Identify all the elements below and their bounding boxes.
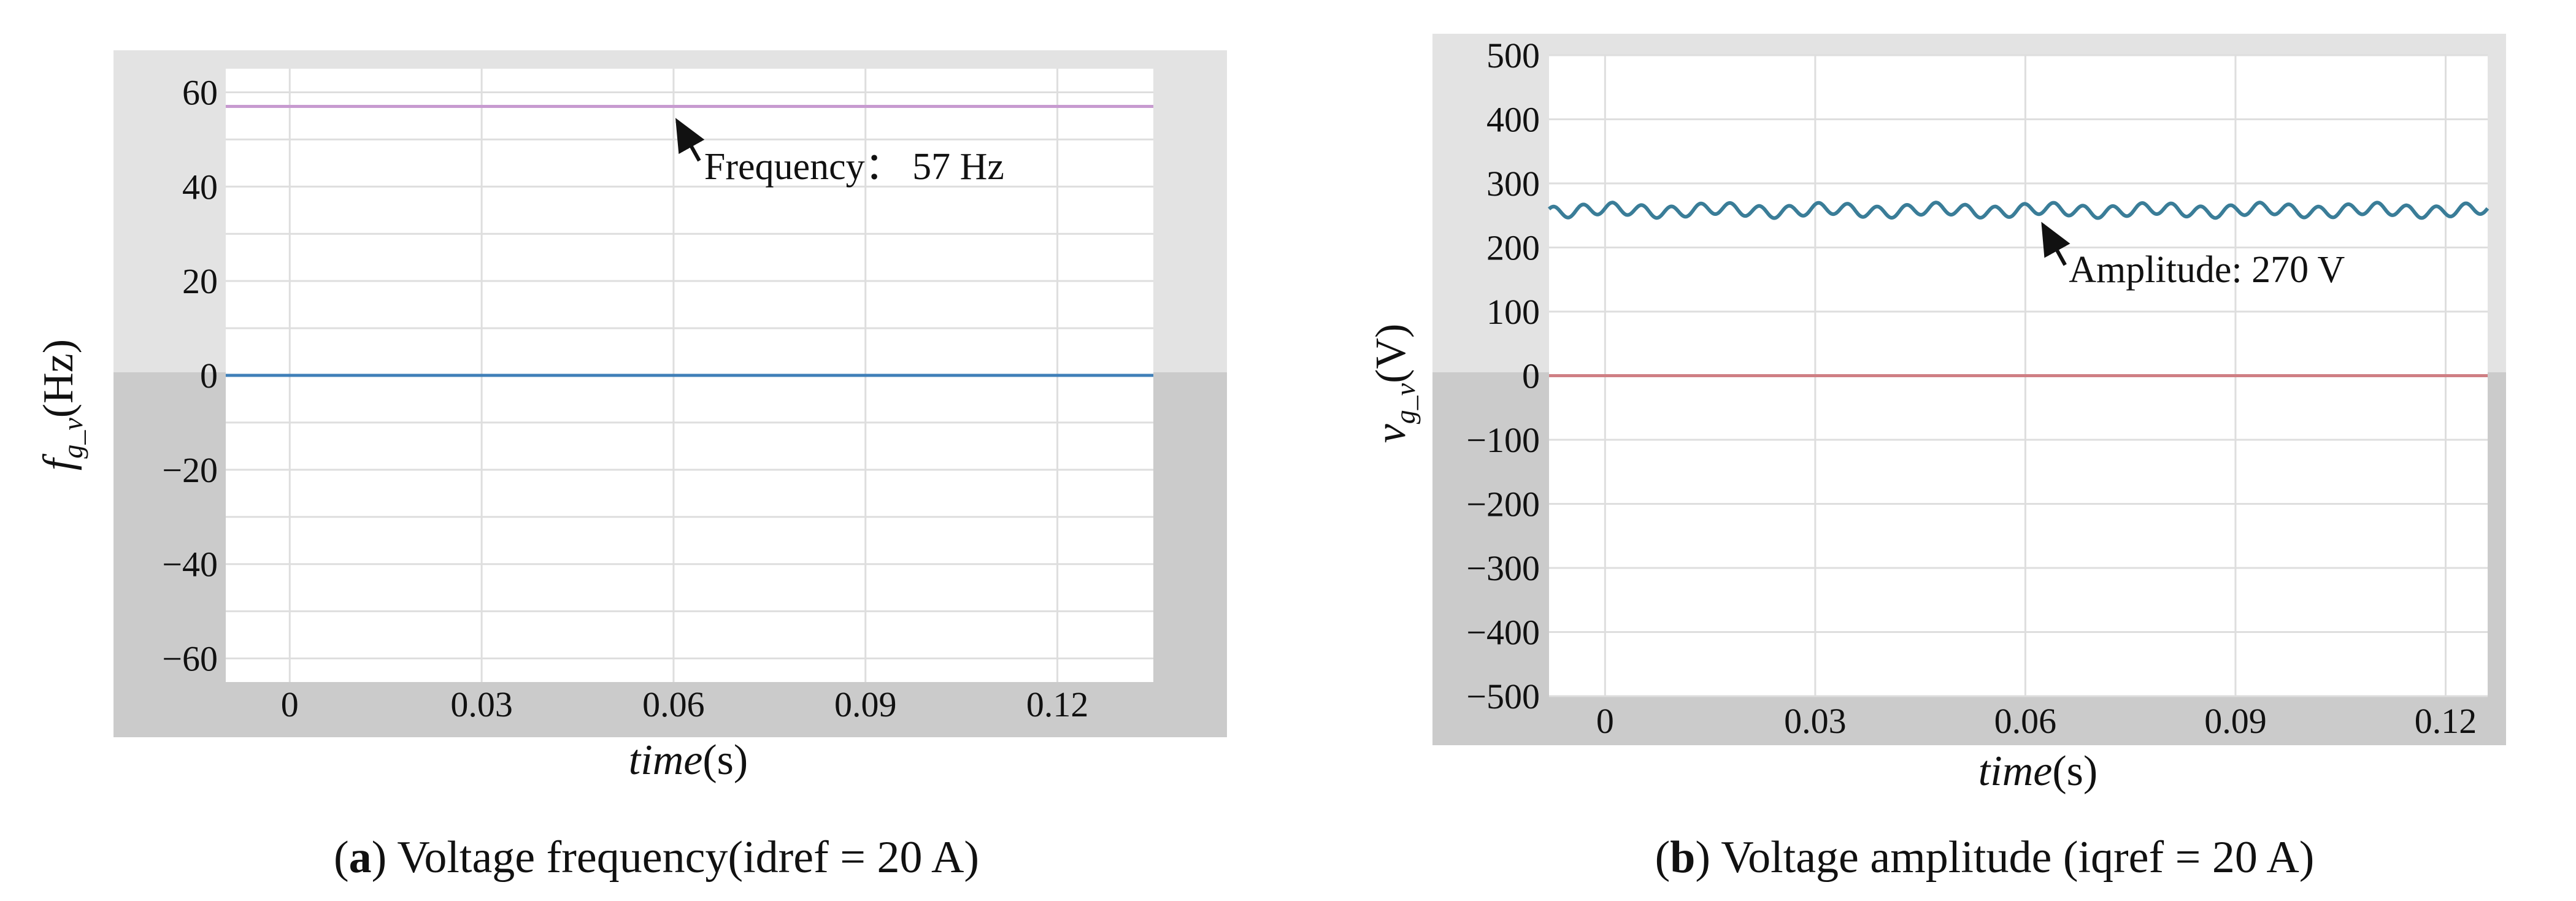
y-tick-label: 500	[1486, 36, 1540, 75]
x-tick-label: 0	[281, 684, 299, 724]
x-tick-label: 0.09	[2204, 701, 2267, 741]
x-tick-label: 0.12	[2415, 701, 2477, 741]
panel-a-y-ticks: 60 40 20 0 −20 −40 −60	[162, 72, 218, 678]
panel-a-annotation: Frequency： 57 Hz	[704, 146, 1004, 188]
series-line-amplitude	[1548, 201, 2489, 220]
y-tick-label: 0	[1522, 356, 1540, 396]
y-axis-subscript: g_v	[1390, 383, 1421, 424]
x-tick-label: 0.12	[1026, 684, 1089, 724]
y-tick-label: 100	[1486, 292, 1540, 332]
x-tick-label: 0.03	[450, 684, 513, 724]
chart-panel-a: 60 40 20 0 −20 −40 −60 0 0.03 0.06 0.09 …	[35, 50, 1227, 883]
x-tick-label: 0	[1596, 701, 1614, 741]
y-tick-label: 200	[1486, 228, 1540, 268]
panel-a-y-axis-title: fg_v(Hz)	[35, 339, 88, 470]
x-tick-label: 0.06	[642, 684, 705, 724]
y-tick-label: −200	[1466, 485, 1540, 524]
panel-b-annotation: Amplitude: 270 V	[2069, 249, 2345, 291]
y-tick-label: 60	[182, 72, 218, 112]
x-axis-unit: (s)	[702, 737, 748, 784]
panel-b-y-ticks: 500 400 300 200 100 0 −100 −200 −300 −40…	[1466, 36, 1540, 716]
panel-b-x-axis-title: time(s)	[1978, 748, 2097, 795]
y-tick-label: −300	[1466, 548, 1540, 588]
y-tick-label: −400	[1466, 613, 1540, 653]
y-tick-label: 20	[182, 261, 218, 301]
panel-a-annotation-arrow	[675, 118, 705, 162]
panel-b-x-ticks: 0 0.03 0.06 0.09 0.12	[1596, 701, 2477, 741]
caption-letter: a	[349, 832, 372, 883]
y-tick-label: −20	[162, 450, 218, 490]
panel-a-series	[226, 105, 1153, 377]
x-tick-label: 0.06	[1994, 701, 2057, 741]
y-axis-unit: (V)	[1367, 324, 1415, 383]
y-tick-label: −40	[162, 545, 218, 585]
x-tick-label: 0.03	[1784, 701, 1847, 741]
caption-letter: b	[1670, 832, 1695, 883]
panel-b-series	[1548, 201, 2489, 377]
y-axis-unit: (Hz)	[35, 339, 82, 418]
panel-a-x-axis-title: time(s)	[629, 737, 748, 784]
y-tick-label: 400	[1486, 100, 1540, 140]
chart-panel-b: 500 400 300 200 100 0 −100 −200 −300 −40…	[1367, 34, 2506, 883]
panel-b-y-axis-title: vg_v(V)	[1367, 324, 1421, 443]
panel-b-caption: (b) Voltage amplitude (iqref = 20 A)	[1655, 832, 2315, 883]
y-axis-subscript: g_v	[57, 418, 88, 459]
caption-text: ) Voltage amplitude (iqref = 20 A)	[1695, 832, 2314, 883]
y-tick-label: 300	[1486, 164, 1540, 204]
y-tick-label: 0	[200, 356, 218, 396]
panel-b-annotation-arrow	[2041, 221, 2070, 266]
y-tick-label: −500	[1466, 677, 1540, 716]
y-axis-symbol: v	[1367, 423, 1415, 443]
caption-text: ) Voltage frequency(idref = 20 A)	[372, 832, 979, 883]
y-tick-label: −100	[1466, 420, 1540, 460]
x-axis-unit: (s)	[2052, 748, 2097, 795]
y-tick-label: 40	[182, 167, 218, 207]
x-tick-label: 0.09	[834, 684, 897, 724]
panel-a-x-ticks: 0 0.03 0.06 0.09 0.12	[281, 684, 1089, 724]
x-axis-label: time	[1978, 748, 2053, 795]
panel-a-caption: (a) Voltage frequency(idref = 20 A)	[334, 832, 979, 883]
y-tick-label: −60	[162, 639, 218, 679]
x-axis-label: time	[629, 737, 703, 784]
